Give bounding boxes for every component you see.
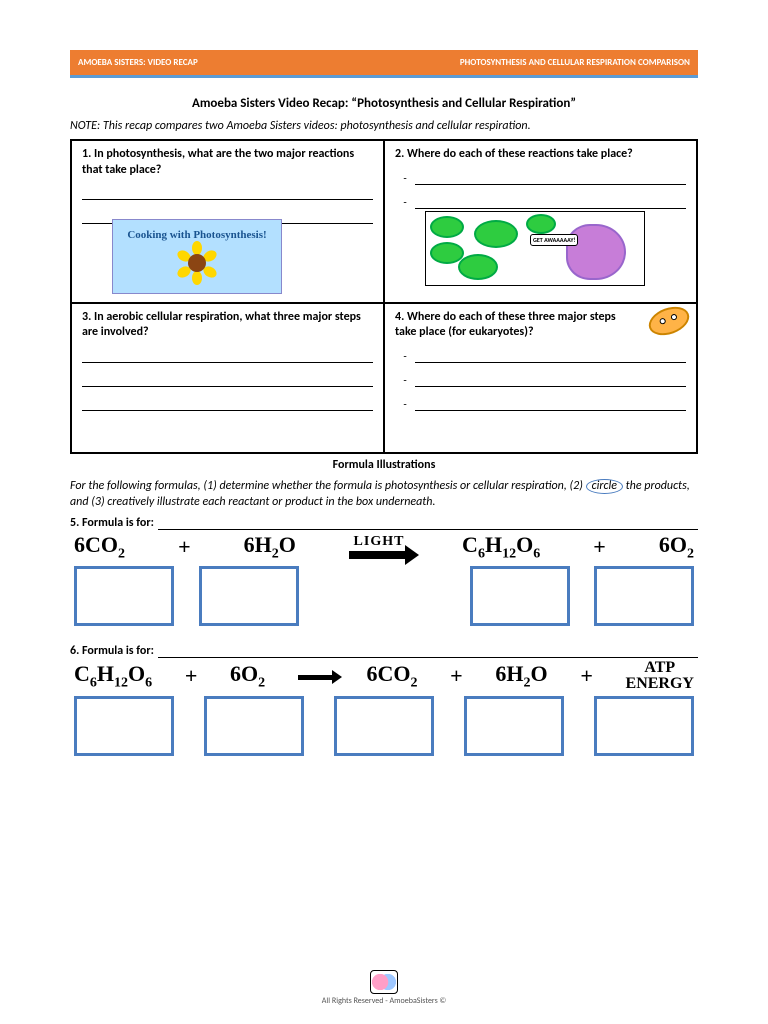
draw-box	[594, 696, 694, 756]
chloroplast-illustration: GET AWAAAAAY!	[425, 211, 645, 286]
instructions: For the following formulas, (1) determin…	[70, 478, 698, 510]
cooking-illustration: Cooking with Photosynthesis!	[112, 219, 282, 294]
draw-box	[74, 566, 174, 626]
draw-box	[334, 696, 434, 756]
term-6h2o: 6H2O	[244, 532, 296, 562]
draw-box	[594, 566, 694, 626]
question-1-cell: 1. In photosynthesis, what are the two m…	[71, 140, 384, 303]
formula-6-prefix: 6. Formula is for:	[70, 644, 154, 658]
blank-line	[158, 646, 698, 658]
formula-5-boxes	[70, 566, 698, 626]
arrow-icon	[298, 675, 334, 680]
blank-line	[82, 349, 373, 363]
dash-blank: -	[395, 373, 686, 387]
plus-icon: +	[580, 663, 593, 689]
formula-6-boxes	[70, 696, 698, 756]
term-6h2o: 6H2O	[495, 661, 547, 691]
copyright-text: All Rights Reserved - AmoebaSisters ©	[0, 996, 768, 1006]
draw-box	[74, 696, 174, 756]
amoeba-logo-icon	[370, 970, 398, 994]
header-right: PHOTOSYNTHESIS AND CELLULAR RESPIRATION …	[309, 50, 698, 75]
draw-box	[204, 696, 304, 756]
formula-heading: Formula Illustrations	[70, 458, 698, 472]
header-left: AMOEBA SISTERS: VIDEO RECAP	[70, 50, 309, 75]
cooking-caption: Cooking with Photosynthesis!	[127, 229, 266, 241]
blank-line	[158, 518, 698, 530]
dash-blank: -	[395, 195, 686, 209]
dash-blank: -	[395, 171, 686, 185]
term-glucose: C6H12O6	[462, 532, 540, 562]
formula-6-label: 6. Formula is for:	[70, 644, 698, 658]
question-2-cell: 2. Where do each of these reactions take…	[384, 140, 697, 303]
plus-icon: +	[593, 534, 606, 560]
sunflower-icon	[177, 243, 217, 283]
question-4-text: 4. Where do each of these three major st…	[395, 310, 686, 341]
page-title: Amoeba Sisters Video Recap: “Photosynthe…	[70, 96, 698, 111]
dash-blank: -	[395, 349, 686, 363]
term-glucose: C6H12O6	[74, 661, 152, 691]
header-bar: AMOEBA SISTERS: VIDEO RECAP PHOTOSYNTHES…	[70, 50, 698, 78]
instr-circle: circle	[586, 479, 623, 494]
formula-5-label: 5. Formula is for:	[70, 516, 698, 530]
atp-line2: ENERGY	[626, 676, 694, 692]
blank-line	[82, 397, 373, 411]
plus-icon: +	[185, 663, 198, 689]
term-6co2: 6CO2	[74, 532, 125, 562]
instr-pre: For the following formulas, (1) determin…	[70, 479, 586, 493]
plus-icon: +	[178, 534, 191, 560]
worksheet-page: AMOEBA SISTERS: VIDEO RECAP PHOTOSYNTHES…	[0, 0, 768, 1024]
term-6co2: 6CO2	[367, 661, 418, 691]
draw-box	[464, 696, 564, 756]
question-1-text: 1. In photosynthesis, what are the two m…	[82, 147, 373, 178]
term-atp: ATP ENERGY	[626, 660, 694, 692]
plus-icon: +	[450, 663, 463, 689]
speech-bubble: GET AWAAAAAY!	[530, 234, 578, 246]
content-area: Amoeba Sisters Video Recap: “Photosynthe…	[70, 96, 698, 756]
dash-blank: -	[395, 397, 686, 411]
question-3-text: 3. In aerobic cellular respiration, what…	[82, 310, 373, 341]
atp-line1: ATP	[644, 660, 675, 676]
question-4-cell: 4. Where do each of these three major st…	[384, 303, 697, 453]
blank-line	[82, 186, 373, 200]
formula-6-equation: C6H12O6 + 6O2 6CO2 + 6H2O + ATP ENERGY	[70, 660, 698, 692]
draw-box	[470, 566, 570, 626]
arrow-icon	[349, 551, 409, 559]
term-6o2: 6O2	[230, 661, 265, 691]
formula-5-equation: 6CO2 + 6H2O LIGHT C6H12O6 + 6O2	[70, 532, 698, 562]
arrow-label: LIGHT	[354, 535, 405, 549]
question-3-cell: 3. In aerobic cellular respiration, what…	[71, 303, 384, 453]
term-6o2: 6O2	[659, 532, 694, 562]
draw-box	[199, 566, 299, 626]
question-2-text: 2. Where do each of these reactions take…	[395, 147, 686, 163]
blank-line	[82, 373, 373, 387]
formula-5-prefix: 5. Formula is for:	[70, 516, 154, 530]
note-text: NOTE: This recap compares two Amoeba Sis…	[70, 119, 698, 133]
reaction-arrow: LIGHT	[349, 535, 409, 559]
question-grid: 1. In photosynthesis, what are the two m…	[70, 139, 698, 454]
box-gap	[309, 566, 459, 626]
footer: All Rights Reserved - AmoebaSisters ©	[0, 970, 768, 1006]
